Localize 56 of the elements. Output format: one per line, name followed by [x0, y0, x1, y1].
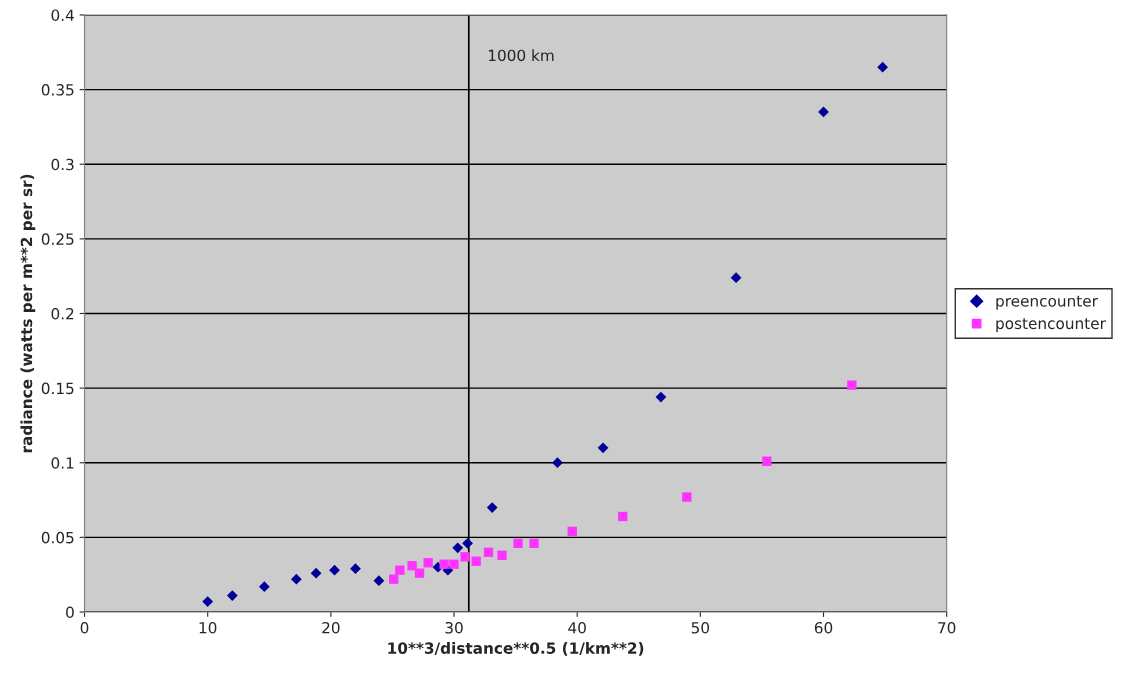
x-tick-label: 30 [445, 621, 463, 634]
point [389, 574, 399, 584]
x-tick-label: 10 [199, 621, 217, 634]
point [414, 568, 425, 578]
point [460, 552, 470, 562]
point [682, 492, 692, 502]
y-axis-title: radiance (watts per m**2 per sr) [20, 174, 36, 453]
x-tick-label: 50 [691, 621, 710, 634]
point [452, 542, 464, 554]
point [471, 556, 481, 566]
legend-label: postencounter [996, 318, 1106, 333]
x-tick-label: 0 [80, 621, 89, 634]
point [877, 61, 889, 73]
point [290, 573, 302, 585]
point [439, 559, 449, 569]
point [847, 380, 857, 390]
y-tick-label: 0.4 [51, 9, 74, 21]
point [423, 558, 433, 568]
point [329, 564, 340, 576]
point [762, 456, 772, 466]
point [202, 596, 214, 607]
point [395, 565, 405, 575]
y-tick-label: 0.1 [51, 457, 74, 469]
point [567, 526, 577, 537]
point [655, 391, 667, 403]
y-tick-label: 0.25 [41, 233, 74, 245]
point [350, 563, 361, 575]
point [226, 590, 238, 601]
y-tick-label: 0.2 [51, 307, 74, 320]
y-tick-label: 0.15 [41, 382, 74, 395]
x-tick-label: 60 [814, 621, 833, 634]
x-tick-label: 40 [568, 621, 586, 634]
x-tick-label: 20 [322, 621, 340, 634]
point [730, 272, 742, 284]
point [449, 559, 459, 569]
point [258, 581, 270, 593]
x-tick-label: 70 [938, 621, 956, 634]
point [618, 511, 628, 522]
point [513, 538, 523, 548]
point [483, 547, 494, 557]
point [529, 538, 539, 548]
point [497, 550, 507, 560]
point [310, 567, 322, 579]
y-tick-label: 0.05 [41, 531, 74, 544]
point [373, 575, 385, 587]
point [552, 457, 563, 469]
ref-line-label: 1000 km [488, 49, 554, 62]
legend-label: preencounter [996, 295, 1098, 310]
point [407, 561, 417, 571]
y-tick-label: 0.35 [41, 84, 74, 96]
point [462, 537, 473, 549]
x-axis-title: 10**3/distance**0.5 (1/km**2) [388, 642, 644, 656]
point [597, 442, 609, 454]
y-tick-label: 0.3 [51, 158, 74, 171]
point [486, 502, 498, 513]
y-tick-label: 0 [66, 606, 74, 619]
